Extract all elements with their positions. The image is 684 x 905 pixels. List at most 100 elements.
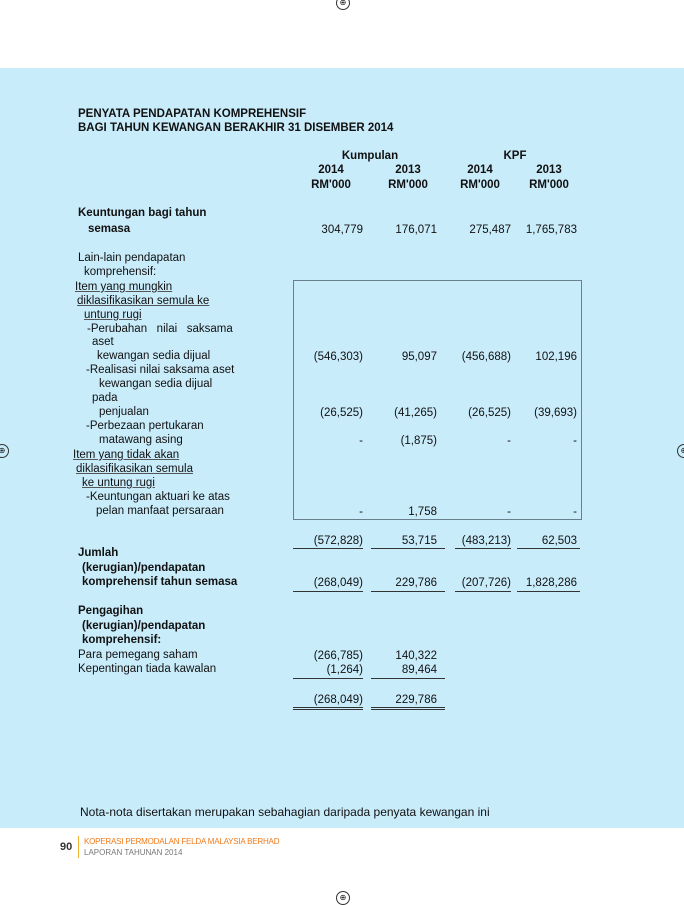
row-label: semasa <box>88 223 131 235</box>
row-value: - <box>507 435 511 447</box>
row-label: pada <box>92 392 118 404</box>
row-value: (207,726) <box>461 577 511 589</box>
total-underline <box>371 548 445 549</box>
row-value: (456,688) <box>461 351 511 363</box>
registration-mark-icon: ⊕ <box>677 444 684 458</box>
column-year: 2014 <box>318 164 344 176</box>
total-underline <box>293 591 363 592</box>
total-underline <box>371 709 445 710</box>
total-underline <box>293 709 363 710</box>
row-value: (39,693) <box>534 407 577 419</box>
row-label: kewangan sedia dijual <box>97 350 211 362</box>
row-label: Keuntungan bagi tahun <box>78 207 207 219</box>
statement-panel <box>0 68 684 828</box>
notes-statement: Nota-nota disertakan merupakan sebahagia… <box>80 805 490 819</box>
row-value: 229,786 <box>395 694 437 706</box>
total-underline <box>293 548 363 549</box>
row-label: matawang asing <box>99 434 183 446</box>
other-comprehensive-income-box <box>293 280 582 520</box>
row-label: -Perbezaan pertukaran <box>86 420 204 432</box>
row-label: komprehensif: <box>82 634 162 646</box>
row-value: (572,828) <box>313 535 363 547</box>
row-label: -Realisasi nilai saksama aset <box>86 364 235 376</box>
column-unit: RM'000 <box>311 179 351 191</box>
row-value: (26,525) <box>468 407 511 419</box>
group-header-kumpulan: Kumpulan <box>341 150 399 162</box>
row-label: (kerugian)/pendapatan <box>82 620 206 632</box>
total-underline <box>455 591 511 592</box>
row-label: Lain-lain pendapatan <box>78 252 186 264</box>
row-value: 304,779 <box>321 224 363 236</box>
total-underline <box>293 678 363 679</box>
row-value: 1,828,286 <box>525 577 577 589</box>
row-value: - <box>573 506 577 518</box>
column-unit: RM'000 <box>388 179 428 191</box>
row-value: 229,786 <box>395 577 437 589</box>
row-label: untung rugi <box>84 309 142 321</box>
row-value: 1,765,783 <box>525 224 577 236</box>
row-label: diklasifikasikan semula <box>76 463 193 475</box>
row-value: 1,758 <box>408 506 437 518</box>
column-year: 2013 <box>395 164 421 176</box>
row-value: 275,487 <box>469 224 511 236</box>
row-value: (41,265) <box>394 407 437 419</box>
footer-organization: KOPERASI PERMODALAN FELDA MALAYSIA BERHA… <box>84 837 280 846</box>
row-label: penjualan <box>99 406 149 418</box>
row-value: 89,464 <box>401 664 437 676</box>
statement-subtitle: BAGI TAHUN KEWANGAN BERAKHIR 31 DISEMBER… <box>78 122 394 134</box>
row-value: 62,503 <box>541 535 577 547</box>
row-label: Kepentingan tiada kawalan <box>78 663 217 675</box>
total-underline <box>455 548 511 549</box>
row-label: (kerugian)/pendapatan <box>82 562 206 574</box>
row-label: pelan manfaat persaraan <box>96 505 224 517</box>
row-label: Item yang tidak akan <box>73 449 180 461</box>
row-value: 140,322 <box>395 650 437 662</box>
row-label: -Perubahan nilai saksama <box>87 323 233 335</box>
row-value: - <box>573 435 577 447</box>
total-underline <box>517 548 580 549</box>
footer-divider <box>78 836 79 858</box>
row-label: komprehensif: <box>84 266 157 278</box>
row-label: Para pemegang saham <box>78 649 198 661</box>
row-label: Item yang mungkin <box>75 281 173 293</box>
row-label: aset <box>92 336 114 348</box>
total-underline <box>293 707 363 708</box>
row-value: (266,785) <box>313 650 363 662</box>
row-value: 53,715 <box>401 535 437 547</box>
row-label: Pengagihan <box>78 605 144 617</box>
row-label: -Keuntungan aktuari ke atas <box>86 491 230 503</box>
total-underline <box>517 591 580 592</box>
row-value: - <box>507 506 511 518</box>
column-year: 2013 <box>536 164 562 176</box>
row-value: 176,071 <box>395 224 437 236</box>
row-value: (546,303) <box>313 351 363 363</box>
total-underline <box>371 591 445 592</box>
row-value: 95,097 <box>401 351 437 363</box>
total-underline <box>371 707 445 708</box>
row-value: (26,525) <box>320 407 363 419</box>
row-value: 102,196 <box>535 351 577 363</box>
column-year: 2014 <box>467 164 493 176</box>
registration-mark-icon: ⊕ <box>336 0 350 10</box>
row-label: Jumlah <box>78 547 119 559</box>
row-value: (1,875) <box>400 435 437 447</box>
row-label: komprehensif tahun semasa <box>82 576 238 588</box>
registration-mark-icon: ⊕ <box>336 891 350 905</box>
row-value: (268,049) <box>313 694 363 706</box>
page-number: 90 <box>60 841 73 853</box>
row-value: (268,049) <box>313 577 363 589</box>
row-value: - <box>359 506 363 518</box>
row-label: diklasifikasikan semula ke <box>77 295 210 307</box>
row-label: kewangan sedia dijual <box>99 378 213 390</box>
footer-report-title: LAPORAN TAHUNAN 2014 <box>84 848 183 857</box>
group-header-kpf: KPF <box>503 150 527 162</box>
total-underline <box>371 678 445 679</box>
statement-title: PENYATA PENDAPATAN KOMPREHENSIF <box>78 108 307 120</box>
row-value: (483,213) <box>461 535 511 547</box>
row-value: - <box>359 435 363 447</box>
row-value: (1,264) <box>326 664 363 676</box>
registration-mark-icon: ⊕ <box>0 444 9 458</box>
row-label: ke untung rugi <box>82 477 155 489</box>
column-unit: RM'000 <box>460 179 500 191</box>
column-unit: RM'000 <box>529 179 569 191</box>
